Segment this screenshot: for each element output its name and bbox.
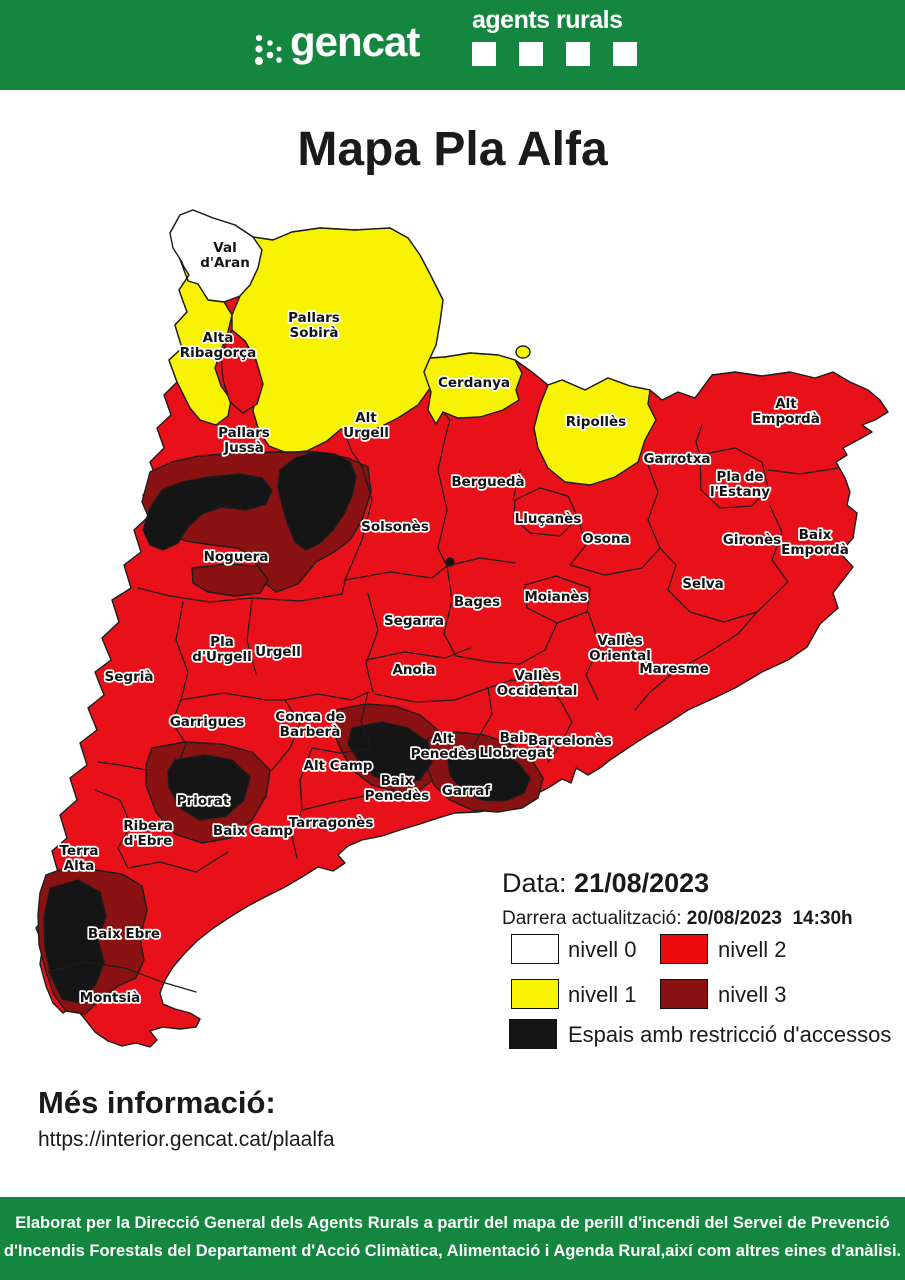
map-label: Lluçanès: [515, 511, 582, 527]
footer-line-2: d'Incendis Forestals del Departament d'A…: [3, 1242, 902, 1261]
legend-updated: Darrera actualització: 20/08/2023 14:30h: [502, 908, 853, 930]
legend-updated-value: 20/08/2023 14:30h: [686, 908, 853, 929]
legend-label-nivell-0: nivell 0: [568, 937, 637, 962]
legend-date-label: Data:: [502, 868, 575, 898]
legend-date-value: 21/08/2023: [574, 868, 710, 898]
map-label: Alt Penedès: [411, 731, 476, 762]
map-label: Maresme: [639, 661, 709, 677]
map-label: Berguedà: [451, 474, 524, 490]
square-icon: [613, 42, 637, 66]
map-label: Baix Ebre: [88, 926, 160, 942]
map-labels: Val d'Aran Alta Ribagorça Pallars Sobirà Cerda…: [58, 238, 851, 1007]
map-label: Alt Empordà: [752, 396, 820, 427]
legend-updated-label: Darrera actualització:: [502, 908, 687, 929]
gencat-logo-text: gencat: [290, 18, 420, 65]
zone-nivell3-noguera-sud: [191, 563, 269, 597]
square-icon: [566, 42, 590, 66]
map-label: Bages: [454, 594, 500, 610]
map-label: Garrigues: [170, 714, 245, 730]
gencat-dots-icon: [254, 34, 282, 66]
map-label: Ribera d'Ebre: [123, 818, 173, 849]
map-label: Vallès Occidental: [497, 668, 578, 699]
map-label: Baix Penedès: [365, 773, 430, 804]
map-label: Garrotxa: [643, 451, 710, 467]
legend-swatch-nivell-2: [660, 934, 708, 964]
more-info-heading: Més informació:: [38, 1085, 276, 1120]
legend-label-restricted: Espais amb restricció d'accessos: [568, 1022, 892, 1047]
region-alta-ribagorca: [168, 261, 233, 426]
legend-label-nivell-3: nivell 3: [718, 982, 787, 1007]
header-bar: gencat agents rurals: [0, 0, 905, 90]
map-label: Alt Urgell: [343, 410, 389, 441]
gencat-logo: gencat: [252, 14, 420, 74]
map-label: Selva: [682, 576, 723, 592]
map-label: Cerdanya: [438, 375, 510, 391]
map-label: Pla d'Urgell: [192, 634, 252, 665]
region-pont-de-suert-wedge: [220, 329, 264, 414]
map-label: Anoia: [392, 662, 435, 678]
map-label: Gironès: [723, 532, 781, 548]
zone-restricted-bages-dot: [445, 557, 455, 567]
region-llivia-exclave: [515, 345, 531, 359]
map-label: Alta Ribagorça: [180, 330, 257, 361]
map-label: Vallès Oriental: [589, 633, 651, 664]
map-label: Alt Camp: [304, 758, 373, 774]
map-label: Baix Llobregat: [479, 730, 553, 761]
legend-swatch-nivell-1: [511, 979, 559, 1009]
map-label: Baix Empordà: [781, 527, 849, 558]
page-title: Mapa Pla Alfa: [297, 123, 608, 176]
legend-swatch-nivell-0: [511, 934, 559, 964]
map-label: Ripollès: [566, 414, 626, 430]
map-label: Barcelonès: [528, 733, 612, 749]
map-label: Solsonès: [361, 519, 429, 535]
map-label: Montsià: [80, 990, 141, 1006]
map-label: Pallars Jussà: [218, 425, 270, 456]
agents-rurals-logo: agents rurals: [472, 6, 672, 66]
region-cerdanya: [423, 352, 523, 425]
square-icon: [519, 42, 543, 66]
map-label: Priorat: [177, 793, 230, 809]
map-label: Moianès: [524, 589, 587, 605]
footer-line-1: Elaborat per la Direcció General dels Ag…: [15, 1214, 890, 1232]
map-label: Terra Alta: [60, 843, 99, 874]
map-label: Pallars Sobirà: [288, 310, 340, 341]
more-info-url: https://interior.gencat.cat/plaalfa: [38, 1128, 335, 1151]
map-label: Garraf: [442, 783, 491, 799]
zone-restricted-garraf: [447, 749, 531, 802]
legend-label-nivell-1: nivell 1: [568, 982, 637, 1007]
legend: Data: 21/08/2023 Darrera actualització: …: [498, 868, 898, 1063]
legend-date: Data: 21/08/2023: [502, 868, 709, 899]
map-label: Pla de l'Estany: [710, 469, 770, 500]
map-label: Noguera: [204, 549, 269, 565]
agents-rurals-text: agents rurals: [472, 6, 623, 34]
map-label: Tarragonès: [289, 815, 374, 831]
map-label: Osona: [582, 531, 630, 547]
zone-restricted-boumort: [277, 451, 357, 551]
square-icon: [472, 42, 496, 66]
legend-label-nivell-2: nivell 2: [718, 937, 787, 962]
comarca-borders: [47, 411, 839, 993]
map-label: Conca de Barberà: [275, 709, 344, 740]
zone-restricted-montmell: [347, 721, 433, 785]
zone-restricted-priorat: [167, 754, 251, 821]
map-label: Val d'Aran: [200, 240, 250, 271]
region-ripolles: [533, 377, 657, 486]
footer-bar: Elaborat per la Direcció General dels Ag…: [0, 1197, 905, 1280]
footer-text: Elaborat per la Direcció General dels Ag…: [0, 1197, 905, 1266]
map-label: Segarra: [384, 613, 444, 629]
catalonia-map: Val d'Aran Alta Ribagorça Pallars Sobirà Cerda…: [35, 209, 889, 1048]
agents-rurals-squares-icon: [472, 42, 672, 66]
map-label: Baix Camp: [213, 823, 294, 839]
legend-swatch-restricted: [509, 1019, 557, 1049]
map-label: Urgell: [255, 644, 301, 660]
legend-swatch-nivell-3: [660, 979, 708, 1009]
map-label: Segrià: [105, 669, 154, 685]
zone-restricted-ports: [43, 879, 107, 1004]
zone-restricted-montsec: [142, 473, 273, 551]
